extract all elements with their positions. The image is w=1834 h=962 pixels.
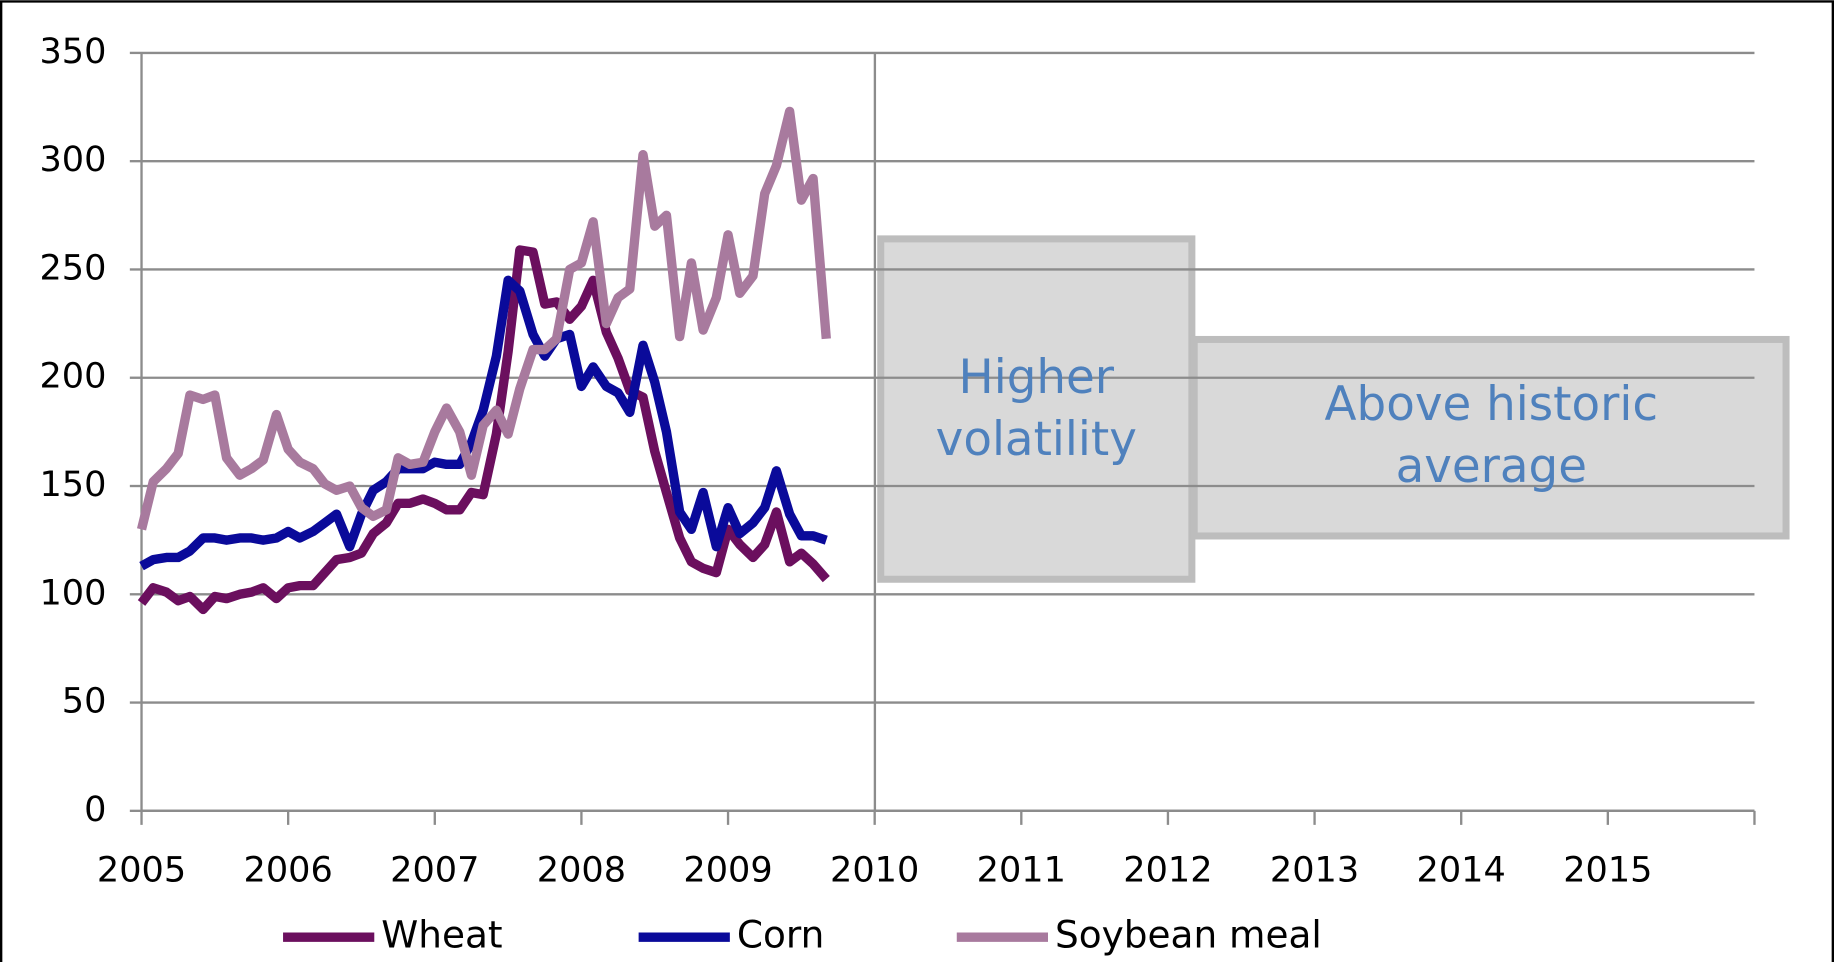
y-tick-label: 350 <box>39 31 106 72</box>
legend-label: Soybean meal <box>1055 913 1322 957</box>
x-tick-label: 2005 <box>97 850 186 891</box>
annotation-box <box>1190 335 1790 540</box>
annotation: volatility <box>936 413 1137 467</box>
y-tick-label: 150 <box>39 464 106 505</box>
y-tick-label: 50 <box>62 681 107 722</box>
x-tick-label: 2012 <box>1123 850 1212 891</box>
x-tick-label: 2009 <box>683 850 772 891</box>
annotation-box <box>877 235 1196 583</box>
annotation: Above historic <box>1325 378 1658 432</box>
y-tick-label: 100 <box>39 572 106 613</box>
x-tick-label: 2006 <box>244 850 333 891</box>
annotation: average <box>1396 440 1587 494</box>
line-series <box>136 106 831 531</box>
x-tick-label: 2015 <box>1563 850 1652 891</box>
y-tick-label: 200 <box>39 356 106 397</box>
x-tick-label: 2011 <box>977 850 1066 891</box>
y-tick-label: 0 <box>84 789 106 830</box>
y-tick-label: 250 <box>39 247 106 288</box>
line-series <box>139 275 828 571</box>
x-tick-label: 2013 <box>1270 850 1359 891</box>
y-tick-label: 300 <box>39 139 106 180</box>
x-tick-label: 2007 <box>390 850 479 891</box>
legend-label: Corn <box>737 913 824 957</box>
legend-label: Wheat <box>381 913 502 957</box>
line-series <box>137 245 830 615</box>
annotation: Higher <box>959 351 1115 405</box>
x-tick-label: 2010 <box>830 850 919 891</box>
x-tick-label: 2014 <box>1417 850 1506 891</box>
x-tick-label: 2008 <box>537 850 626 891</box>
